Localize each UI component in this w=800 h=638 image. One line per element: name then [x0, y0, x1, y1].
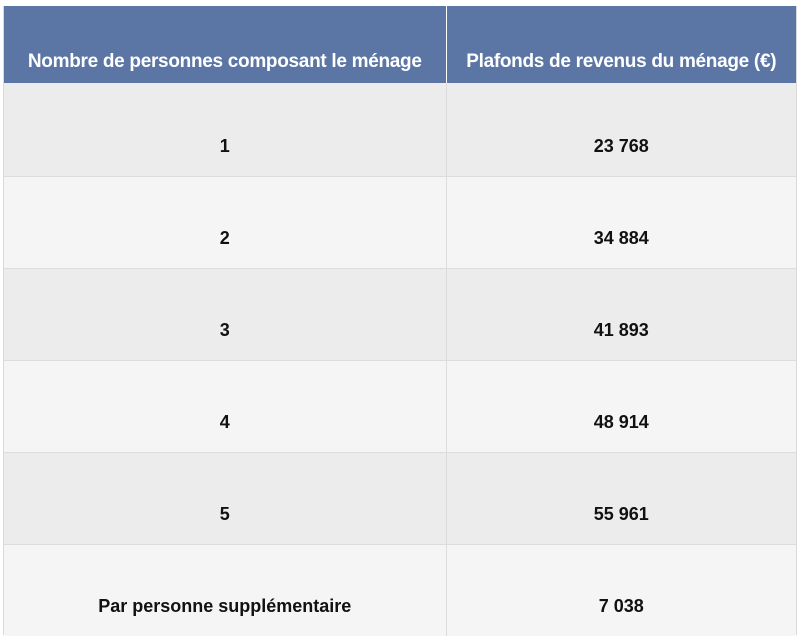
table-row: 3 41 893 — [4, 267, 796, 360]
income-ceiling-table: Nombre de personnes composant le ménage … — [4, 6, 796, 636]
income-ceiling-table-container: Nombre de personnes composant le ménage … — [3, 6, 797, 636]
table-header-row: Nombre de personnes composant le ménage … — [4, 6, 796, 83]
table-row: 5 55 961 — [4, 451, 796, 544]
table-row: Par personne supplémentaire 7 038 — [4, 543, 796, 636]
table-row: 4 48 914 — [4, 359, 796, 452]
table-row: 2 34 884 — [4, 175, 796, 268]
household-size-cell: 4 — [4, 359, 446, 452]
household-size-cell: 5 — [4, 451, 446, 544]
header-household-size: Nombre de personnes composant le ménage — [4, 6, 446, 83]
household-size-cell: 3 — [4, 267, 446, 360]
income-ceiling-cell: 48 914 — [445, 359, 796, 452]
household-size-cell: Par personne supplémentaire — [4, 543, 446, 636]
income-ceiling-cell: 55 961 — [445, 451, 796, 544]
income-ceiling-cell: 23 768 — [445, 83, 796, 176]
income-ceiling-cell: 41 893 — [445, 267, 796, 360]
table-row: 1 23 768 — [4, 83, 796, 176]
income-ceiling-cell: 34 884 — [445, 175, 796, 268]
income-ceiling-cell: 7 038 — [445, 543, 796, 636]
household-size-cell: 2 — [4, 175, 446, 268]
household-size-cell: 1 — [4, 83, 446, 176]
header-income-ceiling: Plafonds de revenus du ménage (€) — [445, 6, 796, 83]
